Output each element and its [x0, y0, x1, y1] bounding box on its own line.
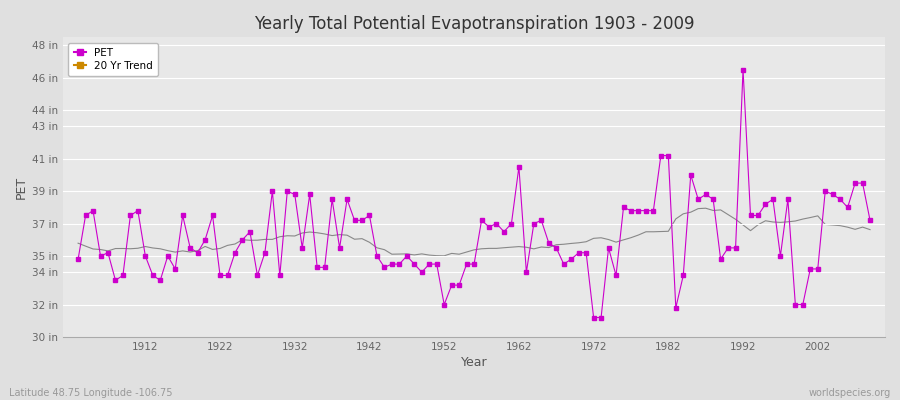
Legend: PET, 20 Yr Trend: PET, 20 Yr Trend	[68, 42, 158, 76]
Text: Latitude 48.75 Longitude -106.75: Latitude 48.75 Longitude -106.75	[9, 388, 173, 398]
X-axis label: Year: Year	[461, 356, 488, 369]
Text: worldspecies.org: worldspecies.org	[809, 388, 891, 398]
Y-axis label: PET: PET	[15, 176, 28, 199]
Title: Yearly Total Potential Evapotranspiration 1903 - 2009: Yearly Total Potential Evapotranspiratio…	[254, 15, 694, 33]
